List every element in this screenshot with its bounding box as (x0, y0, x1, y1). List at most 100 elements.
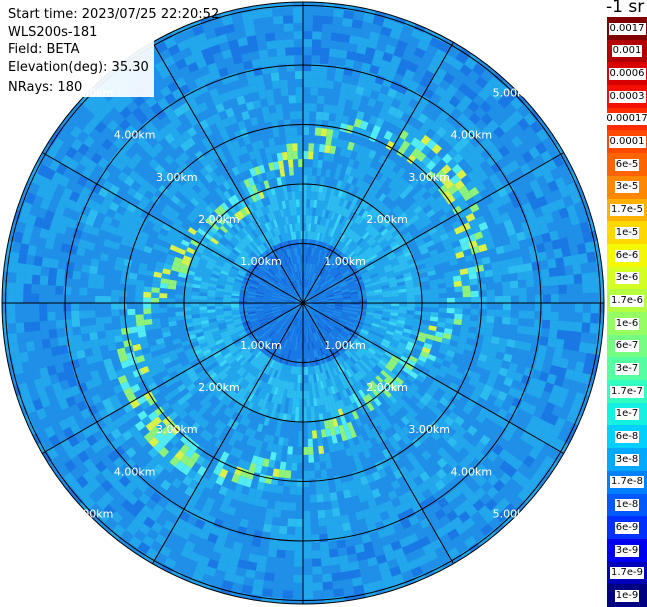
range-gate-cell (366, 248, 375, 256)
range-gate-cell (430, 231, 440, 240)
range-gate-cell (87, 310, 96, 319)
range-gate-cell (306, 318, 309, 327)
range-gate-cell (337, 466, 346, 476)
range-gate-cell (419, 213, 429, 223)
range-gate-cell (303, 15, 314, 24)
range-gate-cell (359, 180, 367, 190)
range-gate-cell (313, 284, 320, 292)
range-gate-cell (386, 273, 396, 279)
range-gate-cell (335, 251, 343, 259)
range-gate-cell (574, 312, 583, 323)
range-gate-cell (300, 367, 303, 375)
range-gate-cell (311, 382, 316, 391)
range-gate-cell (396, 147, 406, 158)
range-gate-cell (368, 238, 377, 247)
range-gate-cell (439, 485, 451, 498)
range-gate-cell (491, 101, 505, 115)
range-gate-cell (321, 160, 328, 170)
range-gate-cell (293, 438, 299, 447)
range-gate-cell (365, 473, 375, 484)
range-gate-cell (310, 306, 318, 310)
range-gate-cell (319, 279, 326, 286)
range-gate-cell (499, 133, 511, 146)
range-gate-cell (473, 430, 485, 441)
range-gate-cell (441, 153, 453, 165)
range-gate-cell (314, 240, 319, 249)
range-gate-cell (357, 518, 367, 529)
range-gate-cell (331, 195, 338, 205)
range-gate-cell (342, 398, 349, 407)
range-gate-cell (322, 284, 330, 290)
range-gate-cell (333, 384, 339, 394)
range-gate-cell (465, 212, 476, 223)
range-gate-cell (508, 434, 521, 447)
range-gate-cell (328, 48, 339, 58)
range-gate-cell (309, 494, 317, 503)
range-gate-cell (441, 237, 452, 247)
range-gate-cell (47, 303, 56, 312)
range-gate-cell (399, 261, 409, 268)
range-gate-cell (542, 303, 551, 312)
range-gate-cell (303, 23, 313, 32)
range-gate-cell (347, 335, 355, 343)
range-gate-cell (507, 331, 517, 341)
range-gate-cell (327, 236, 333, 245)
range-gate-cell (31, 303, 40, 313)
range-gate-cell (367, 267, 377, 274)
range-gate-cell (304, 334, 306, 343)
range-gate-cell (442, 266, 452, 274)
range-gate-cell (284, 397, 290, 406)
range-gate-cell (430, 121, 441, 133)
range-gate-cell (321, 565, 332, 575)
range-gate-cell (318, 184, 324, 193)
range-gate-cell (303, 215, 307, 223)
range-gate-cell (336, 417, 343, 426)
range-gate-cell (448, 411, 459, 422)
range-gate-cell (303, 494, 310, 503)
range-gate-cell (371, 56, 383, 68)
range-gate-cell (453, 318, 463, 326)
range-gate-cell (515, 155, 527, 168)
range-gate-cell (478, 374, 489, 385)
range-gate-cell (333, 310, 342, 314)
range-gate-cell (566, 389, 577, 402)
range-gate-cell (342, 328, 351, 335)
range-gate-cell (364, 46, 376, 57)
range-gate-cell (389, 214, 399, 223)
range-gate-cell (538, 371, 550, 383)
range-gate-cell (309, 307, 316, 313)
range-gate-cell (278, 469, 286, 478)
range-gate-cell (310, 317, 315, 325)
range-gate-cell (322, 285, 331, 291)
range-gate-cell (316, 322, 322, 330)
range-gate-cell (293, 382, 298, 391)
range-gate-cell (439, 421, 451, 432)
range-gate-cell (368, 564, 381, 575)
range-gate-cell (510, 495, 523, 509)
range-gate-cell (377, 252, 387, 259)
range-gate-cell (483, 82, 496, 95)
range-gate-cell (582, 282, 591, 294)
range-gate-cell (304, 255, 307, 264)
range-gate-cell (359, 190, 367, 200)
range-gate-cell (308, 215, 313, 224)
range-gate-cell (517, 488, 530, 502)
range-gate-cell (316, 200, 322, 209)
range-gate-cell (331, 238, 337, 247)
range-gate-cell (524, 326, 534, 336)
range-gate-cell (326, 468, 334, 478)
range-gate-cell (293, 566, 303, 575)
range-gate-cell (374, 291, 383, 296)
range-gate-cell (455, 541, 469, 554)
range-gate-cell (523, 138, 536, 151)
range-gate-cell (286, 413, 292, 423)
range-gate-cell (15, 303, 24, 314)
range-gate-cell (366, 402, 375, 412)
range-gate-cell (454, 286, 463, 293)
range-gate-cell (486, 315, 495, 324)
range-gate-cell (322, 242, 327, 252)
range-gate-cell (404, 133, 415, 144)
range-gate-cell (446, 436, 458, 448)
range-gate-cell (336, 383, 342, 392)
range-gate-cell (364, 549, 376, 560)
